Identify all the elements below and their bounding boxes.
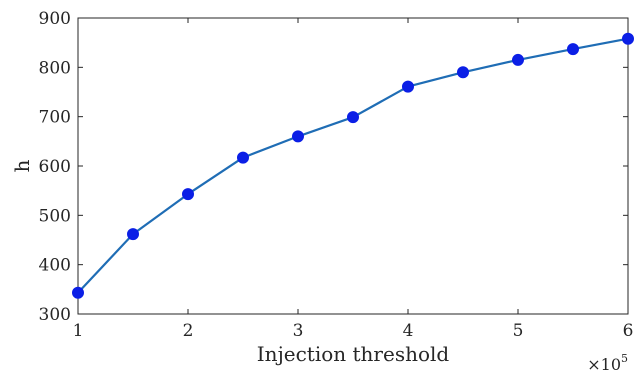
y-tick-label: 700 — [39, 108, 71, 128]
data-point — [457, 66, 469, 79]
y-axis-ticks: 300 400 500 600 700 800 900 — [39, 9, 628, 325]
plot-area — [77, 17, 629, 315]
data-point — [512, 53, 524, 66]
series-markers — [72, 32, 634, 299]
data-point — [347, 111, 359, 124]
data-point — [402, 80, 414, 93]
data-point — [127, 228, 139, 241]
y-tick-label: 300 — [39, 305, 71, 325]
x-axis-label: Injection threshold — [257, 342, 450, 366]
data-point — [292, 130, 304, 143]
y-tick-label: 900 — [39, 9, 71, 29]
x-axis-ticks: 1 2 3 4 5 6 — [73, 18, 634, 341]
data-point — [72, 286, 84, 299]
y-tick-label: 500 — [39, 206, 71, 226]
data-point — [567, 43, 579, 56]
y-tick-label: 400 — [39, 256, 71, 276]
data-point — [182, 188, 194, 201]
x-tick-label: 4 — [403, 321, 414, 341]
data-point — [622, 32, 634, 45]
x-tick-label: 5 — [513, 321, 524, 341]
x-tick-label: 6 — [623, 321, 634, 341]
x-multiplier-base: ×10 — [587, 355, 621, 374]
x-multiplier-exponent: 5 — [621, 352, 628, 365]
x-tick-label: 1 — [73, 321, 84, 341]
x-axis-multiplier: ×105 — [587, 352, 628, 374]
y-axis-label: h — [10, 159, 34, 172]
x-tick-label: 3 — [293, 321, 304, 341]
y-tick-label: 800 — [39, 58, 71, 78]
x-tick-label: 2 — [183, 321, 194, 341]
y-tick-label: 600 — [39, 157, 71, 177]
data-point — [237, 151, 249, 164]
